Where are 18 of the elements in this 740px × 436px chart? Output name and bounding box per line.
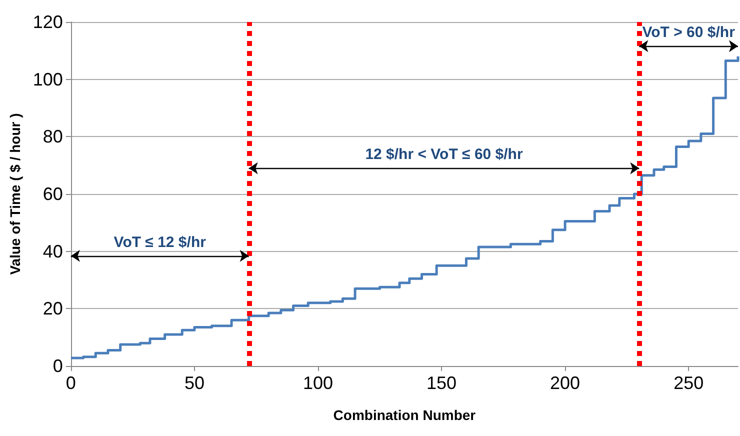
y-tick-label: 120 [32,12,63,32]
y-tick-label: 0 [52,356,63,376]
x-axis-title: Combination Number [333,407,476,423]
y-tick-label: 40 [42,241,63,262]
annotation: VoT > 60 $/hr [642,24,736,42]
y-tick-label: 100 [32,69,63,90]
annotation: VoT ≤ 12 $/hr [114,234,206,251]
annotation: 12 $/hr < VoT ≤ 60 $/hr [365,146,523,164]
x-tick-label: 150 [426,373,457,393]
y-tick-label: 80 [42,126,63,147]
y-tick-label: 20 [42,298,63,319]
x-tick-label: 250 [674,373,704,393]
x-tick-label: 0 [66,373,76,393]
x-tick-label: 200 [550,373,580,393]
x-tick-label: 100 [302,373,334,393]
y-axis-title: Value of Time ( $ / hour ) [7,113,23,275]
x-tick-label: 50 [184,373,204,393]
y-tick-label: 60 [42,184,63,204]
